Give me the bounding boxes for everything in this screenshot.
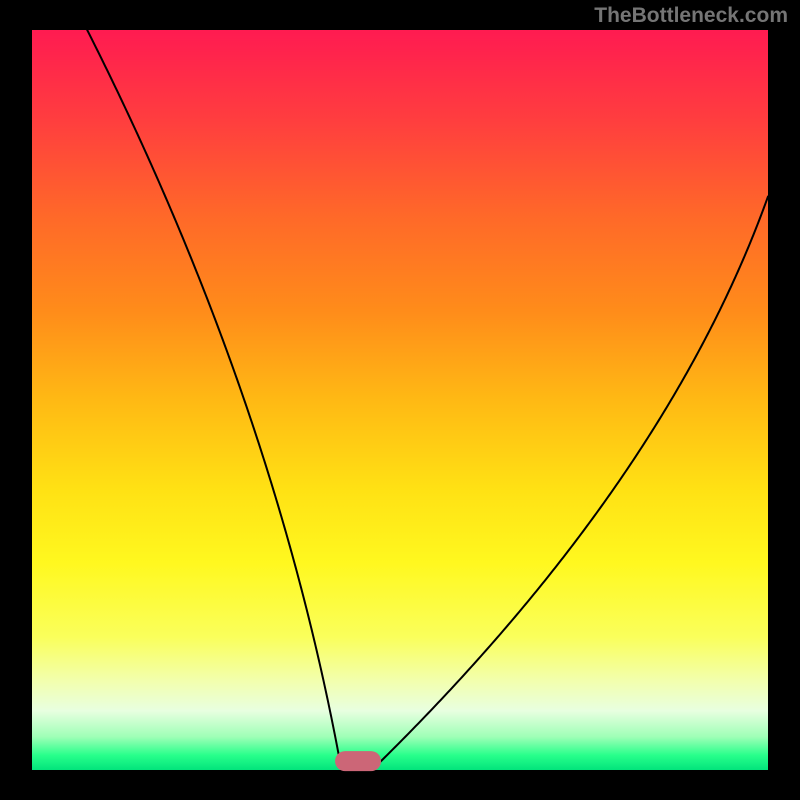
plot-background xyxy=(32,30,768,770)
bottleneck-marker xyxy=(335,751,381,771)
watermark-text: TheBottleneck.com xyxy=(594,4,788,28)
chart-container: { "watermark": "TheBottleneck.com", "can… xyxy=(0,0,800,800)
chart-svg xyxy=(0,0,800,800)
